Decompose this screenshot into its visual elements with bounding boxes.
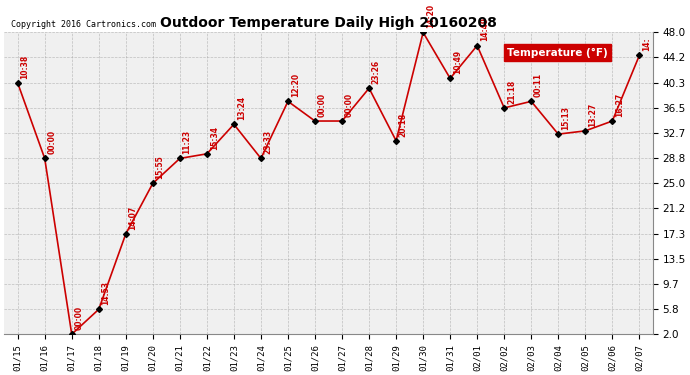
Text: 10:38: 10:38 [21,54,30,79]
Text: Temperature (°F): Temperature (°F) [507,48,608,58]
Text: 20:18: 20:18 [399,112,408,136]
Text: Copyright 2016 Cartronics.com: Copyright 2016 Cartronics.com [10,21,156,30]
Text: 13:24: 13:24 [237,96,246,120]
Text: 10:49: 10:49 [453,50,462,74]
Text: 15:13: 15:13 [561,106,570,130]
Text: 00:00: 00:00 [345,93,354,117]
Text: 00:00: 00:00 [48,130,57,154]
Text: 15:34: 15:34 [210,126,219,150]
Text: 00:00: 00:00 [75,306,83,330]
Text: 14:07: 14:07 [128,206,137,230]
Text: 00:11: 00:11 [534,73,543,97]
Text: 23:33: 23:33 [264,130,273,154]
Text: 14:20: 14:20 [426,4,435,28]
Text: 12:20: 12:20 [290,73,299,97]
Text: 00:00: 00:00 [318,93,327,117]
Text: 13:27: 13:27 [588,102,597,127]
Text: 14:: 14: [642,38,651,51]
Title: Outdoor Temperature Daily High 20160208: Outdoor Temperature Daily High 20160208 [160,16,497,30]
Text: 16:27: 16:27 [615,93,624,117]
Text: 11:23: 11:23 [183,130,192,154]
Text: 14:49: 14:49 [480,17,489,41]
Text: 14:53: 14:53 [101,281,110,305]
Text: 23:26: 23:26 [372,60,381,84]
Text: 21:18: 21:18 [507,80,516,104]
Text: 15:55: 15:55 [156,155,165,179]
